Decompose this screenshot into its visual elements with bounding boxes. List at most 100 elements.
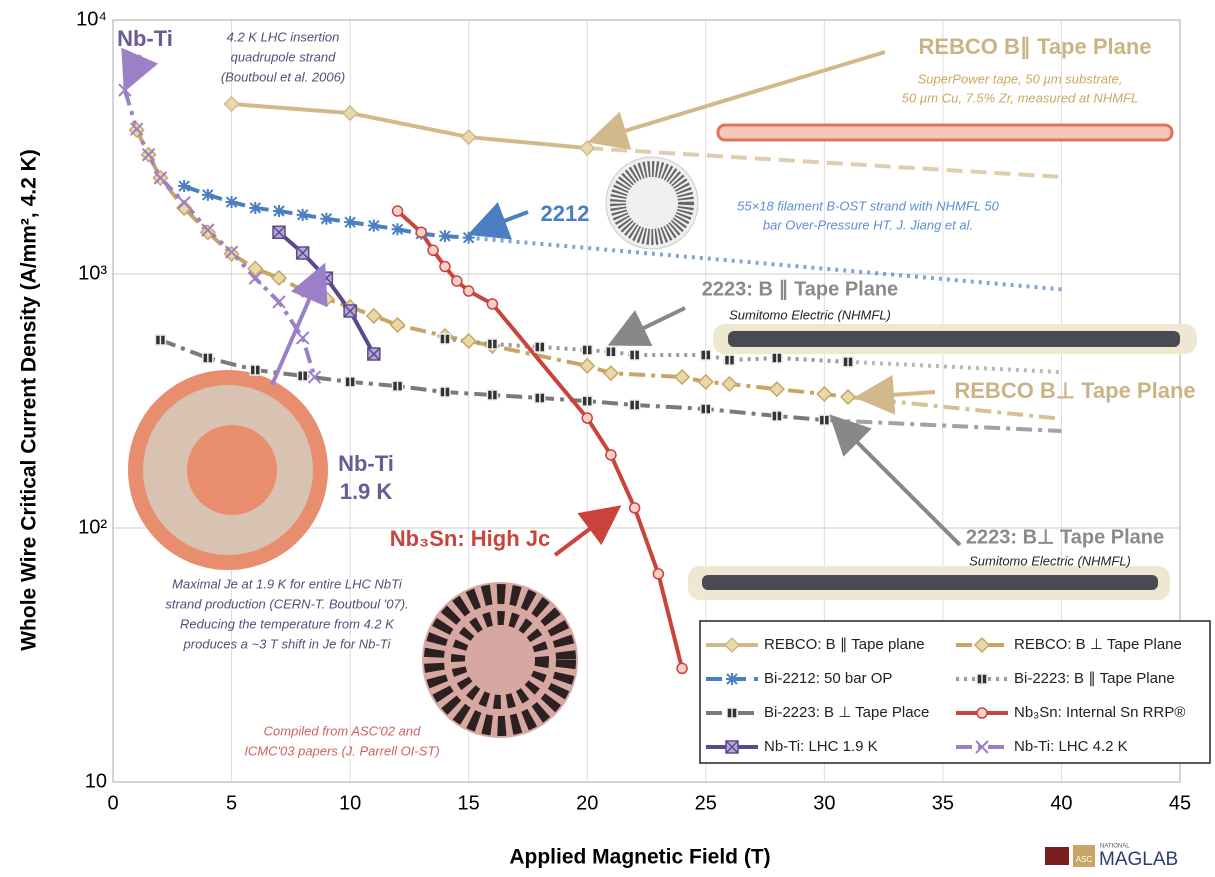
marker [224, 245, 239, 259]
marker [605, 449, 617, 461]
marker [391, 223, 404, 236]
marker [674, 368, 691, 386]
x-tick-label: 0 [107, 792, 118, 814]
marker [534, 392, 546, 404]
x-tick-label: 5 [226, 792, 237, 814]
marker [973, 636, 991, 654]
marker [344, 376, 356, 388]
x-tick-label: 35 [932, 792, 954, 814]
marker [201, 223, 215, 237]
marker [976, 707, 988, 719]
marker [842, 356, 854, 368]
series-line [122, 89, 317, 378]
marker [439, 386, 451, 398]
x-tick-label: 25 [695, 792, 717, 814]
marker [130, 122, 144, 136]
marker [460, 332, 477, 350]
series-line [231, 101, 588, 151]
marker [223, 95, 240, 113]
bi2223-tape-core [728, 331, 1180, 347]
annotations: Nb-Ti 4.2 K LHC insertion quadrupole stran… [117, 26, 1196, 759]
marker [700, 403, 712, 415]
marker [201, 188, 214, 201]
marker [697, 373, 714, 390]
annotation: Maximal Je at 1.9 K for entire LHC NbTi [172, 576, 403, 591]
marker [486, 389, 499, 401]
marker [486, 338, 499, 350]
marker [839, 388, 857, 406]
marker [296, 208, 309, 221]
marker [296, 370, 309, 382]
legend-label: Nb-Ti: LHC 1.9 K [764, 738, 878, 755]
marker [307, 370, 322, 384]
annotation: Reducing the temperature from 4.2 K [180, 616, 395, 631]
plot-frame [112, 19, 1181, 783]
logo-box [1073, 845, 1095, 867]
marker [771, 410, 783, 422]
annotation: Nb-Ti [117, 26, 173, 51]
annotation: bar Over-Pressure HT. J. Jiang et al. [763, 217, 973, 232]
logo-text: NATIONAL [1100, 844, 1130, 850]
marker [726, 673, 738, 685]
annotation: Nb₃Sn: High Jc [390, 526, 551, 551]
legend-box [699, 620, 1211, 764]
annotation: Nb-Ti [338, 451, 394, 476]
x-tick-label: 40 [1050, 792, 1072, 814]
y-axis-label: Whole Wire Critical Current Density (A/m… [18, 149, 41, 651]
marker [579, 140, 596, 157]
marker [676, 662, 688, 675]
annotation: 2212 [541, 201, 590, 226]
extrapolation-line [847, 359, 1062, 375]
marker [391, 205, 404, 217]
marker [295, 246, 310, 260]
marker [462, 285, 475, 297]
annotation: 55×18 filament B-OST strand with NHMFL 5… [737, 198, 999, 213]
marker [178, 180, 191, 193]
marker [225, 196, 238, 209]
x-tick-label: 45 [1169, 792, 1191, 814]
legend-label: Bi-2223: B ⊥ Tape Place [764, 704, 929, 721]
marker [295, 331, 310, 345]
marker [451, 275, 463, 287]
marker [816, 385, 833, 403]
marker [320, 212, 333, 225]
marker [141, 147, 156, 162]
marker [367, 347, 381, 361]
marker [768, 381, 785, 398]
marker [438, 230, 451, 243]
extrapolation-line [587, 146, 1062, 179]
marker [976, 673, 988, 685]
marker [486, 298, 499, 310]
series-line [444, 336, 849, 364]
marker [272, 295, 286, 309]
marker [318, 290, 335, 307]
annotation: produces a ~3 T shift in Je for Nb-Ti [183, 636, 392, 651]
marker [581, 344, 593, 356]
annotation: Sumitomo Electric (NHMFL) [729, 307, 891, 322]
x-tick-label: 15 [458, 792, 480, 814]
y-tick-label: 10² [78, 516, 107, 538]
annotation: 2223: B⊥ Tape Plane [966, 526, 1164, 548]
marker [602, 365, 619, 382]
marker [272, 225, 286, 240]
marker [723, 636, 741, 654]
marker [581, 412, 593, 424]
marker [628, 502, 641, 514]
y-tick-label: 10³ [78, 262, 107, 284]
legend-label: REBCO: B ⊥ Tape Plane [1014, 636, 1182, 653]
x-tick-label: 10 [339, 792, 361, 814]
marker [249, 364, 262, 376]
marker [439, 260, 451, 273]
marker [177, 195, 191, 210]
annotation: strand production (CERN-T. Boutboul '07)… [165, 596, 408, 611]
marker [294, 281, 311, 299]
marker [270, 269, 288, 286]
arrows [121, 47, 962, 557]
annotation: 4.2 K LHC insertion [227, 29, 340, 44]
marker [726, 707, 738, 719]
marker [628, 399, 641, 411]
marker [342, 105, 359, 122]
marker [700, 349, 712, 361]
marker [343, 304, 357, 318]
marker [367, 219, 380, 232]
